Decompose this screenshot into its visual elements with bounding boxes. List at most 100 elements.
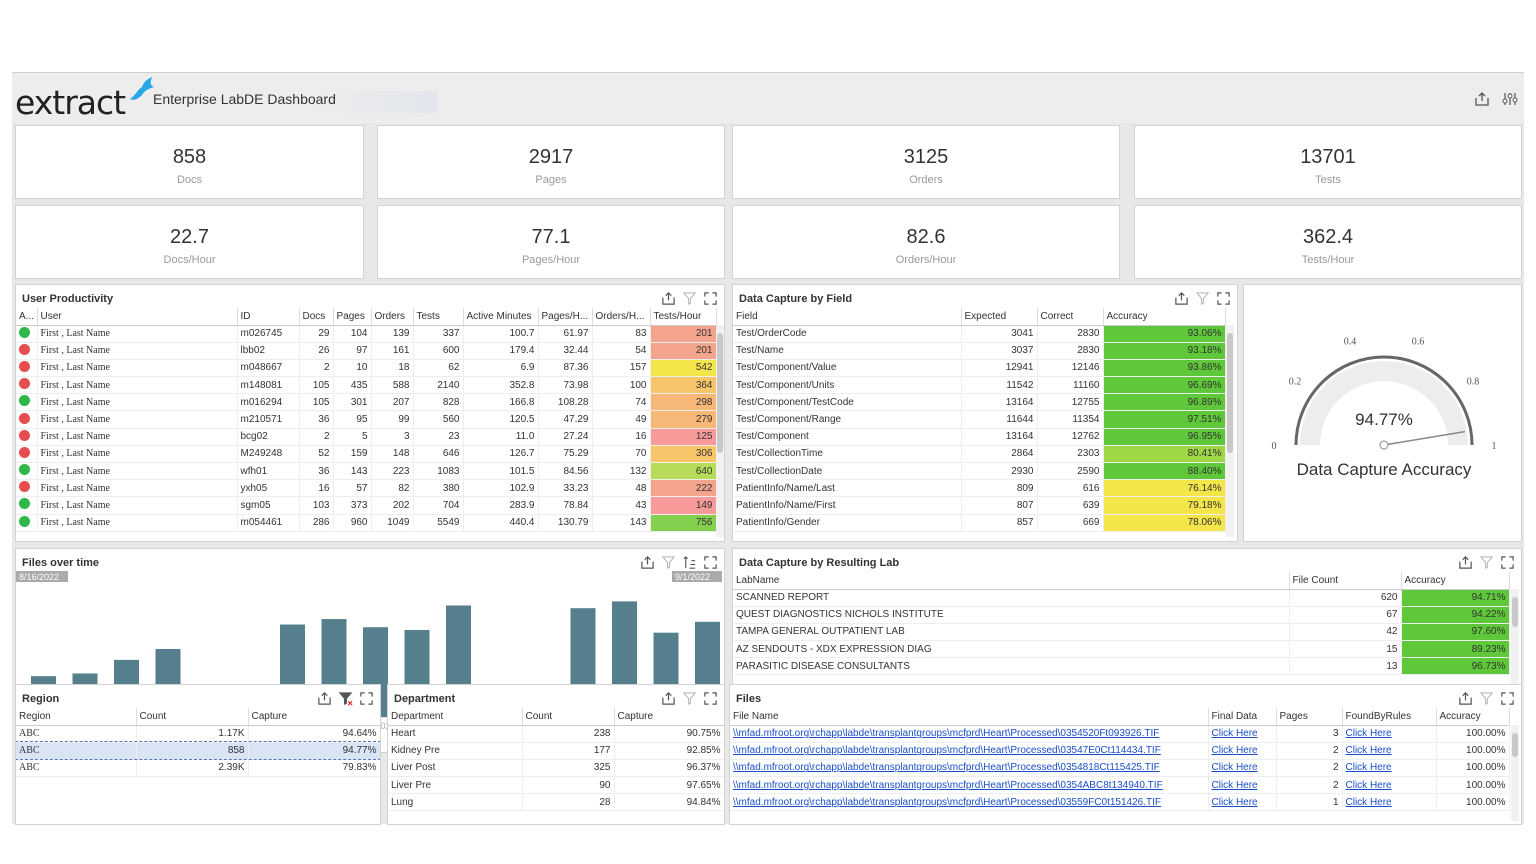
col-header[interactable]: File Count — [1289, 572, 1402, 590]
col-header[interactable]: LabName — [733, 572, 1290, 590]
range-start-handle[interactable] — [16, 571, 68, 582]
table-row[interactable]: First , Last Name M249248 52 159 148 646 126.7… — [16, 445, 717, 464]
table-row[interactable]: Liver Post 325 96.37% — [388, 759, 724, 778]
table-row[interactable]: \\mfad.mfroot.org\rchapp\labde\transplan… — [730, 759, 1510, 778]
final-data-cell[interactable]: Click Here — [1208, 742, 1277, 760]
col-header[interactable]: ID — [237, 308, 300, 326]
export-icon[interactable] — [661, 291, 676, 306]
final-data-cell[interactable]: Click Here — [1208, 759, 1277, 778]
table-row[interactable]: Liver Pre 90 97.65% — [388, 776, 724, 795]
export-icon[interactable] — [1458, 555, 1473, 570]
table-row[interactable]: QUEST DIAGNOSTICS NICHOLS INSTITUTE 67 94… — [733, 606, 1510, 624]
table-row[interactable]: Test/Component/Value 12941 12146 93.86% — [733, 359, 1226, 378]
table-row[interactable]: First , Last Name m054461 286 960 1049 5549 44… — [16, 514, 717, 532]
table-row[interactable]: First , Last Name lbb02 26 97 161 600 179.4 32.… — [16, 342, 717, 360]
rules-cell[interactable]: Click Here — [1342, 759, 1437, 778]
found-by-rules-link[interactable]: Click Here — [1345, 796, 1392, 808]
table-row[interactable]: TAMPA GENERAL OUTPATIENT LAB 42 97.60% — [733, 623, 1510, 642]
file-link[interactable]: \\mfad.mfroot.org\rchapp\labde\transplan… — [730, 759, 1209, 778]
table-row[interactable]: PatientInfo/Gender 857 669 78.06% — [733, 514, 1226, 532]
col-header[interactable]: A... — [16, 308, 38, 326]
col-header[interactable]: File Name — [730, 708, 1209, 726]
file-link[interactable]: \\mfad.mfroot.org\rchapp\labde\transplan… — [730, 776, 1209, 795]
maximize-icon[interactable] — [703, 691, 718, 706]
export-icon[interactable] — [661, 691, 676, 706]
final-data-cell[interactable]: Click Here — [1208, 793, 1277, 812]
table-row[interactable]: ABC 1.17K 94.64% — [16, 725, 380, 743]
table-row[interactable]: First , Last Name m016294 105 301 207 828 166.… — [16, 393, 717, 412]
table-row[interactable]: \\mfad.mfroot.org\rchapp\labde\transplan… — [730, 725, 1510, 743]
scrollbar[interactable] — [1226, 325, 1234, 537]
table-row[interactable]: ABC 858 94.77% — [16, 741, 380, 761]
table-row[interactable]: First , Last Name m148081 105 435 588 2140 352… — [16, 376, 717, 395]
table-row[interactable]: Test/Component/Units 11542 11160 96.69% — [733, 376, 1226, 395]
table-row[interactable]: First , Last Name bcg02 2 5 3 23 11.0 27.24 16 1… — [16, 428, 717, 446]
final-data-link[interactable]: Click Here — [1211, 779, 1258, 791]
file-name[interactable]: \\mfad.mfroot.org\rchapp\labde\transplan… — [733, 796, 1162, 808]
file-name[interactable]: \\mfad.mfroot.org\rchapp\labde\transplan… — [733, 779, 1163, 791]
col-header[interactable]: Pages — [1276, 708, 1343, 726]
found-by-rules-link[interactable]: Click Here — [1345, 745, 1392, 757]
export-icon[interactable] — [640, 555, 655, 570]
table-row[interactable]: Heart 238 90.75% — [388, 725, 724, 743]
rules-cell[interactable]: Click Here — [1342, 742, 1437, 760]
export-icon[interactable] — [1474, 91, 1490, 107]
clear-filter-icon[interactable] — [1479, 555, 1494, 570]
clear-filter-icon[interactable] — [1195, 291, 1210, 306]
file-link[interactable]: \\mfad.mfroot.org\rchapp\labde\transplan… — [730, 725, 1209, 743]
final-data-cell[interactable]: Click Here — [1208, 776, 1277, 795]
maximize-icon[interactable] — [1500, 555, 1515, 570]
table-row[interactable]: First , Last Name sgm05 103 373 202 704 283.9 7… — [16, 496, 717, 515]
file-link[interactable]: \\mfad.mfroot.org\rchapp\labde\transplan… — [730, 793, 1209, 812]
final-data-link[interactable]: Click Here — [1211, 745, 1258, 757]
col-header[interactable]: Docs — [299, 308, 334, 326]
export-icon[interactable] — [317, 691, 332, 706]
export-icon[interactable] — [1174, 291, 1189, 306]
col-header[interactable]: FoundByRules — [1342, 708, 1437, 726]
col-header[interactable]: Orders — [371, 308, 414, 326]
table-row[interactable]: Test/OrderCode 3041 2830 93.06% — [733, 325, 1226, 343]
table-row[interactable]: First , Last Name m210571 36 95 99 560 120.5 47… — [16, 410, 717, 429]
final-data-link[interactable]: Click Here — [1211, 762, 1258, 774]
maximize-icon[interactable] — [703, 555, 718, 570]
final-data-cell[interactable]: Click Here — [1208, 725, 1277, 743]
col-header[interactable]: Final Data — [1208, 708, 1277, 726]
rules-cell[interactable]: Click Here — [1342, 776, 1437, 795]
col-header[interactable]: Orders/H... — [592, 308, 651, 326]
table-row[interactable]: Lung 28 94.84% — [388, 793, 724, 812]
col-header[interactable]: Active Minutes — [463, 308, 539, 326]
col-header[interactable]: Department — [388, 708, 523, 726]
col-header[interactable]: Correct — [1037, 308, 1104, 326]
table-row[interactable]: Test/Name 3037 2830 93.18% — [733, 342, 1226, 360]
scrollbar[interactable] — [1511, 589, 1519, 749]
table-row[interactable]: First , Last Name wfh01 36 143 223 1083 101.5 8… — [16, 462, 717, 481]
table-row[interactable]: ABC 2.39K 79.83% — [16, 759, 380, 778]
table-row[interactable]: First , Last Name m048667 2 10 18 62 6.9 87.36 1… — [16, 359, 717, 378]
col-header[interactable]: Expected — [961, 308, 1038, 326]
table-row[interactable]: Test/Component 13164 12762 96.95% — [733, 428, 1226, 446]
table-row[interactable]: Test/CollectionTime 2864 2303 80.41% — [733, 445, 1226, 464]
maximize-icon[interactable] — [1216, 291, 1231, 306]
range-end-handle[interactable] — [672, 571, 722, 582]
filter-settings-icon[interactable] — [1502, 91, 1518, 107]
col-header[interactable]: User — [37, 308, 238, 326]
final-data-link[interactable]: Click Here — [1211, 796, 1258, 808]
col-header[interactable]: Pages — [333, 308, 372, 326]
col-header[interactable]: Accuracy — [1401, 572, 1510, 590]
table-row[interactable]: Kidney Pre 177 92.85% — [388, 742, 724, 760]
table-row[interactable]: \\mfad.mfroot.org\rchapp\labde\transplan… — [730, 793, 1510, 812]
found-by-rules-link[interactable]: Click Here — [1345, 728, 1392, 740]
table-row[interactable]: \\mfad.mfroot.org\rchapp\labde\transplan… — [730, 742, 1510, 760]
export-icon[interactable] — [1458, 691, 1473, 706]
clear-filter-icon[interactable] — [682, 291, 697, 306]
scrollbar[interactable] — [716, 325, 724, 537]
table-row[interactable]: Test/Component/TestCode 13164 12755 96.89% — [733, 393, 1226, 412]
table-row[interactable]: Test/Component/Range 11644 11354 97.51% — [733, 410, 1226, 429]
maximize-icon[interactable] — [1500, 691, 1515, 706]
clear-filter-icon[interactable] — [1479, 691, 1494, 706]
table-row[interactable]: PatientInfo/Name/First 807 639 79.18% — [733, 496, 1226, 515]
col-header[interactable]: Tests — [413, 308, 464, 326]
clear-filter-icon[interactable] — [661, 555, 676, 570]
table-row[interactable]: First , Last Name yxh05 16 57 82 380 102.9 33.2… — [16, 479, 717, 498]
found-by-rules-link[interactable]: Click Here — [1345, 762, 1392, 774]
